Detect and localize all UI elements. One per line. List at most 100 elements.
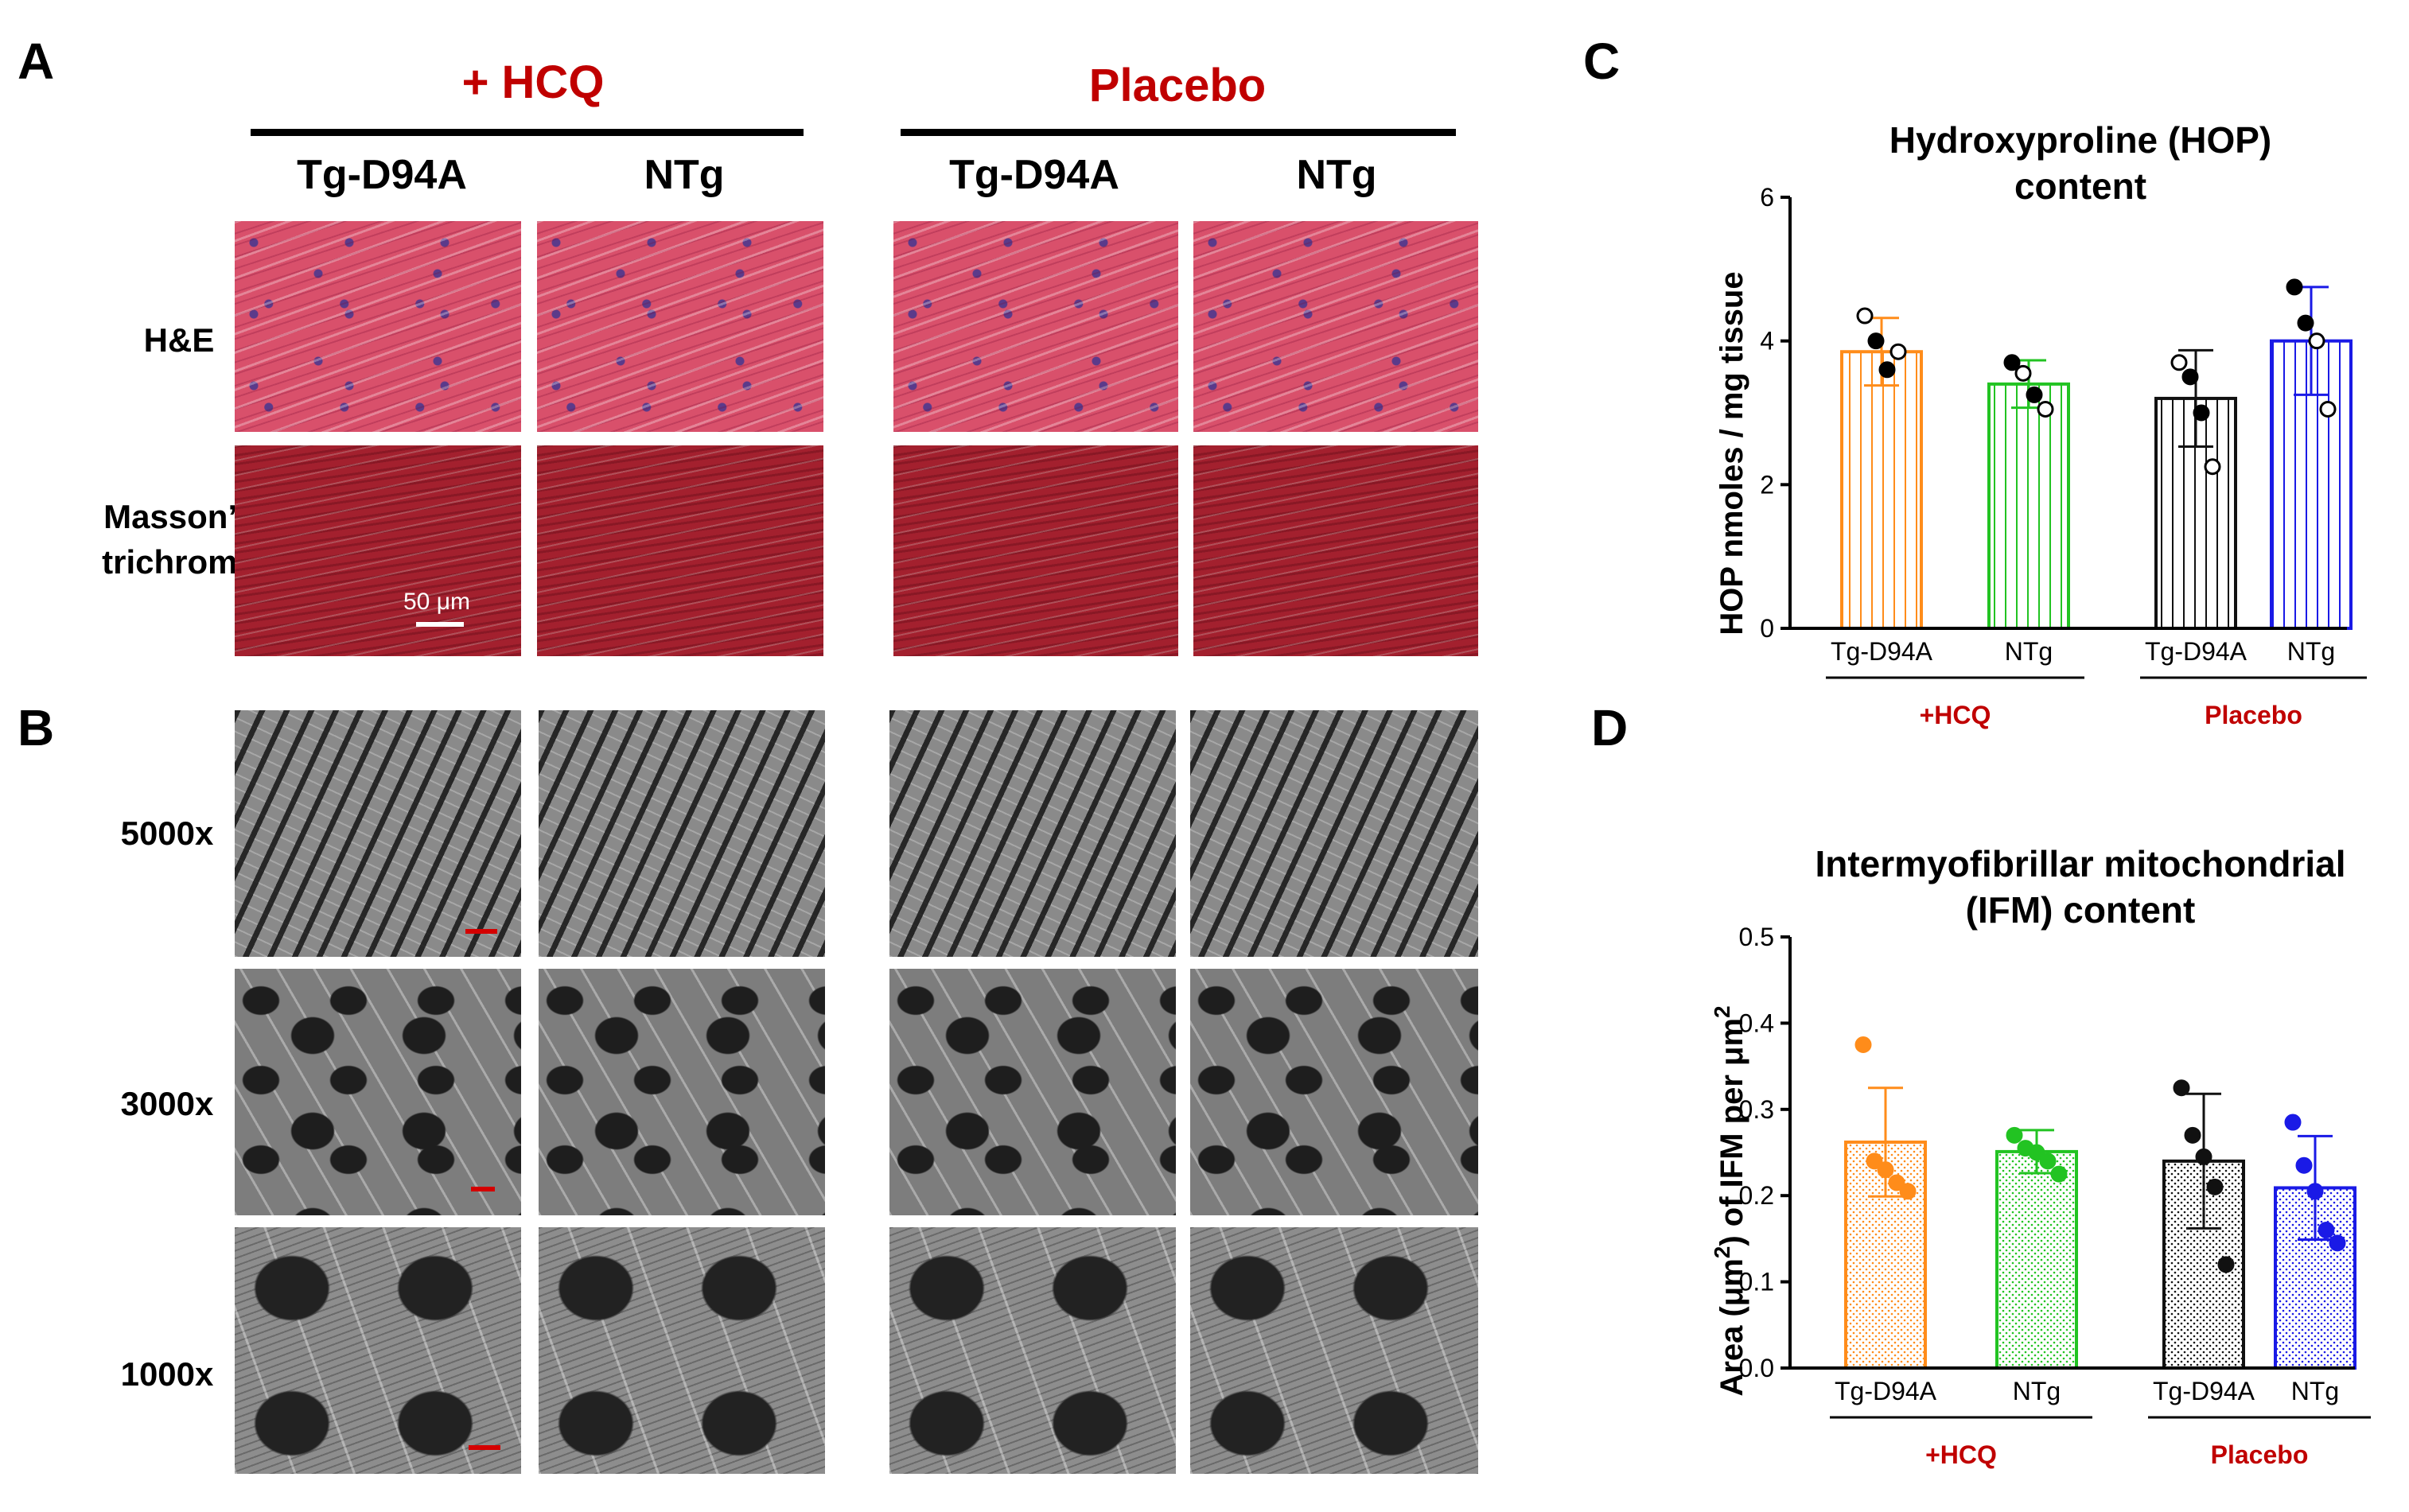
row-label-masson-line2: trichrome [102, 542, 256, 581]
scale-bar-label: 50 μm [403, 589, 470, 615]
chart-d-data-point [2050, 1165, 2068, 1183]
em1000-image-placebo-tg [889, 1227, 1176, 1474]
chart-c-ytick-label: 2 [1760, 470, 1774, 499]
col-header-a-2: NTg [644, 152, 725, 198]
he-image-placebo-tg [893, 221, 1178, 432]
chart-d-data-point [2028, 1144, 2045, 1161]
em1000-image-placebo-ntg [1190, 1227, 1478, 1474]
chart-d-group-label: +HCQ [1925, 1440, 1997, 1469]
chart-d-ytick-label: 0.1 [1739, 1268, 1774, 1296]
chart-c-data-point [2170, 354, 2188, 371]
chart-c-category-label: Tg-D94A [2145, 637, 2247, 666]
chart-d-data-point [2306, 1183, 2324, 1200]
chart-d-data-point [2217, 1256, 2235, 1273]
chart-c-data-point [1856, 307, 1874, 325]
chart-c-title-line1: Hydroxyproline (HOP) [1889, 119, 2272, 161]
chart-d-data-point [2318, 1222, 2335, 1239]
he-image-placebo-ntg [1193, 221, 1478, 432]
em3000-scale-bar [471, 1187, 495, 1191]
row-label-he: H&E [88, 318, 270, 363]
col-header-a-1: Tg-D94A [297, 152, 467, 198]
chart-c-ytick-label: 0 [1760, 614, 1774, 643]
chart-d-title-line1: Intermyofibrillar mitochondrial [1815, 843, 2345, 884]
chart-c-data-point [1878, 361, 1896, 379]
chart-c-data-point [2308, 332, 2325, 350]
chart-d-ylabel-part1: Area (μm [1714, 1258, 1749, 1396]
row-label-masson: Masson’s trichrome [80, 495, 278, 585]
col-header-a-3: Tg-D94A [949, 152, 1119, 198]
chart-c-data-point [2193, 404, 2210, 422]
chart-c-category-label: NTg [2005, 637, 2053, 666]
row-label-5000x: 5000x [120, 814, 214, 852]
chart-c-title-line2: content [2014, 165, 2146, 207]
chart-d-data-point [1888, 1174, 1905, 1191]
chart-c-category-label: Tg-D94A [1831, 637, 1933, 666]
he-image-hcq-tg [235, 221, 521, 432]
chart-c-data-point [2026, 386, 2043, 403]
chart-d-bar [1995, 1149, 2078, 1370]
chart-c-data-point [2286, 278, 2303, 296]
chart-d-data-point [2329, 1234, 2346, 1252]
chart-d-title-line2: (IFM) content [1966, 889, 2196, 931]
group-rule-placebo [901, 129, 1456, 136]
panel-a-letter: A [18, 33, 55, 90]
chart-c-ytick-label: 6 [1760, 183, 1774, 212]
chart-c-data-point [2204, 458, 2221, 476]
chart-c-ylabel: HOP nmoles / mg tissue [1714, 271, 1749, 635]
group-title-hcq: + HCQ [461, 56, 605, 108]
chart-c-data-point [1867, 332, 1885, 350]
scale-bar-50um [416, 622, 464, 627]
group-rule-hcq [251, 129, 804, 136]
panel-b-letter: B [18, 699, 55, 756]
masson-image-hcq-ntg [537, 445, 823, 656]
chart-d-ytick-label: 0.4 [1739, 1009, 1774, 1037]
chart-d-group-label: Placebo [2211, 1440, 2309, 1469]
em3000-image-hcq-tg [235, 969, 521, 1215]
chart-c-bar [1987, 382, 2070, 630]
chart-d-category-label: NTg [2291, 1377, 2339, 1405]
chart-d-data-point [1866, 1152, 1883, 1170]
chart-c-data-point [2297, 314, 2314, 332]
chart-d-ytick-label: 0.5 [1739, 923, 1774, 951]
em1000-scale-bar [469, 1445, 500, 1450]
chart-d-data-point [2039, 1152, 2057, 1170]
chart-d-data-point [2006, 1126, 2023, 1144]
em3000-image-hcq-ntg [539, 969, 825, 1215]
chart-d-data-point [1899, 1183, 1917, 1200]
chart-d-data-point [2206, 1178, 2224, 1195]
chart-d-category-label: Tg-D94A [2153, 1377, 2255, 1405]
em5000-image-placebo-ntg [1190, 710, 1478, 957]
chart-c-data-point [2181, 368, 2199, 386]
chart-d-data-point [1854, 1036, 1872, 1053]
chart-c-data-point [2003, 354, 2021, 371]
row-label-he-text: H&E [143, 321, 215, 359]
chart-c-data-point [2014, 364, 2032, 382]
chart-d-data-point [1877, 1161, 1894, 1179]
row-label-3000x: 3000x [120, 1085, 214, 1122]
chart-d-data-point [2284, 1114, 2302, 1131]
chart-d-data-point [2295, 1156, 2313, 1174]
chart-d-bar [1844, 1140, 1927, 1370]
em3000-image-placebo-ntg [1190, 969, 1478, 1215]
chart-c-category-label: NTg [2287, 637, 2335, 666]
panel-c-letter: C [1583, 33, 1621, 90]
chart-d-ylabel-sup1: 2 [1710, 1246, 1734, 1259]
chart-d-category-label: Tg-D94A [1835, 1377, 1937, 1405]
chart-d-category-label: NTg [2013, 1377, 2061, 1405]
chart-c-bar [1840, 350, 1923, 630]
chart-c-data-point [1889, 343, 1907, 360]
em5000-image-hcq-tg [235, 710, 521, 957]
group-title-placebo: Placebo [1088, 60, 1267, 111]
chart-d-ytick-label: 0.3 [1739, 1095, 1774, 1124]
panel-d-letter: D [1591, 699, 1629, 756]
em1000-image-hcq-ntg [539, 1227, 825, 1474]
he-image-hcq-ntg [537, 221, 823, 432]
masson-image-hcq-tg: 50 μm [235, 445, 521, 656]
chart-d-data-point [2173, 1079, 2190, 1097]
chart-d-ytick-label: 0.2 [1739, 1181, 1774, 1210]
chart-d-ytick-label: 0.0 [1739, 1354, 1774, 1382]
col-header-a-4: NTg [1296, 152, 1377, 198]
chart-d-data-point [2184, 1126, 2201, 1144]
row-label-1000x: 1000x [120, 1355, 214, 1393]
row-label-masson-line1: Masson’s [103, 498, 255, 535]
